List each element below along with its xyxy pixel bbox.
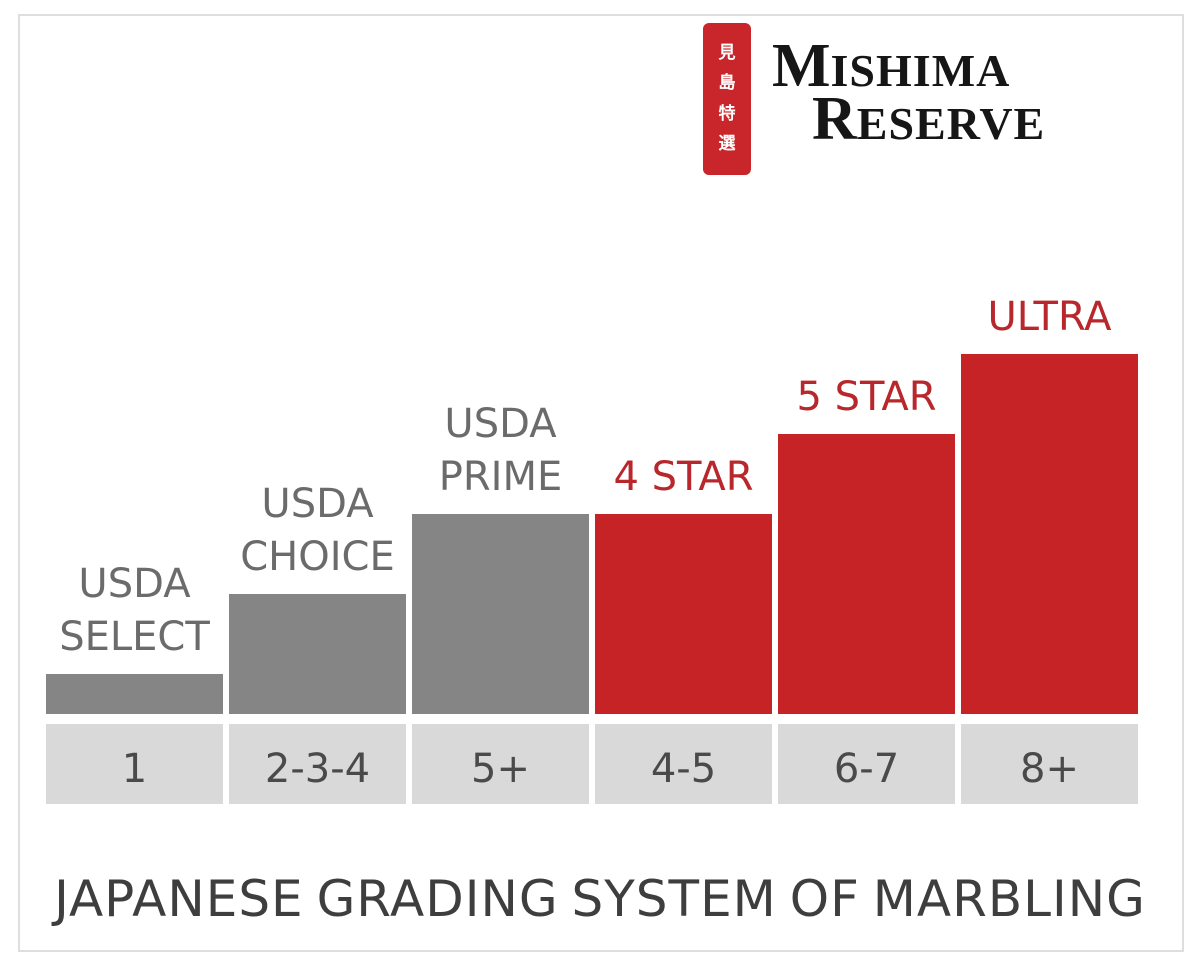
- category-box: [412, 724, 589, 804]
- brand-logo: MISHIMA RESERVE: [772, 35, 1092, 150]
- title-word: SYSTEM: [571, 870, 777, 928]
- bar-label: 4 STAR: [613, 454, 753, 500]
- bar-label: 5 STAR: [796, 374, 936, 420]
- bar-label: USDA: [444, 401, 557, 447]
- logo-cap: R: [812, 85, 857, 154]
- logo-line-mishima: MISHIMA: [772, 35, 1092, 97]
- category-label: 8+: [1020, 746, 1079, 792]
- logo-line-reserve: RESERVE: [812, 88, 1092, 150]
- category-box: [961, 724, 1138, 804]
- category-box: [778, 724, 955, 804]
- brand-seal: 見 島 特 選: [703, 23, 751, 175]
- seal-char: 島: [718, 73, 736, 94]
- chart-frame: [18, 14, 1184, 952]
- logo-cap: M: [772, 32, 831, 100]
- seal-char: 選: [718, 134, 736, 155]
- bar-1: [46, 674, 223, 714]
- bar-8+: [961, 354, 1138, 714]
- category-label: 6-7: [834, 746, 899, 792]
- bar-6-7: [778, 434, 955, 714]
- bar-2-3-4: [229, 594, 406, 714]
- title-word: GRADING: [316, 870, 559, 928]
- bar-label: SELECT: [59, 614, 210, 660]
- category-label: 2-3-4: [265, 746, 370, 792]
- category-box: [229, 724, 406, 804]
- logo-rest: ISHIMA: [830, 45, 1011, 96]
- title-word: JAPANESE: [54, 870, 304, 928]
- category-label: 5+: [471, 746, 530, 792]
- title-word: OF: [789, 870, 860, 928]
- bar-label: PRIME: [439, 454, 563, 500]
- bar-label: USDA: [78, 561, 191, 607]
- seal-char: 見: [718, 42, 736, 63]
- seal-char: 特: [718, 103, 736, 124]
- bar-label: ULTRA: [987, 294, 1112, 340]
- category-box: [46, 724, 223, 804]
- bar-label: CHOICE: [240, 534, 395, 580]
- title-word: MARBLING: [872, 870, 1146, 928]
- category-label: 4-5: [651, 746, 716, 792]
- bar-5+: [412, 514, 589, 714]
- chart-title: JAPANESE GRADING SYSTEM OF MARBLING: [0, 870, 1200, 928]
- category-label: 1: [122, 746, 147, 792]
- bar-label: USDA: [261, 481, 374, 527]
- logo-rest: ESERVE: [856, 98, 1046, 150]
- bar-4-5: [595, 514, 772, 714]
- category-box: [595, 724, 772, 804]
